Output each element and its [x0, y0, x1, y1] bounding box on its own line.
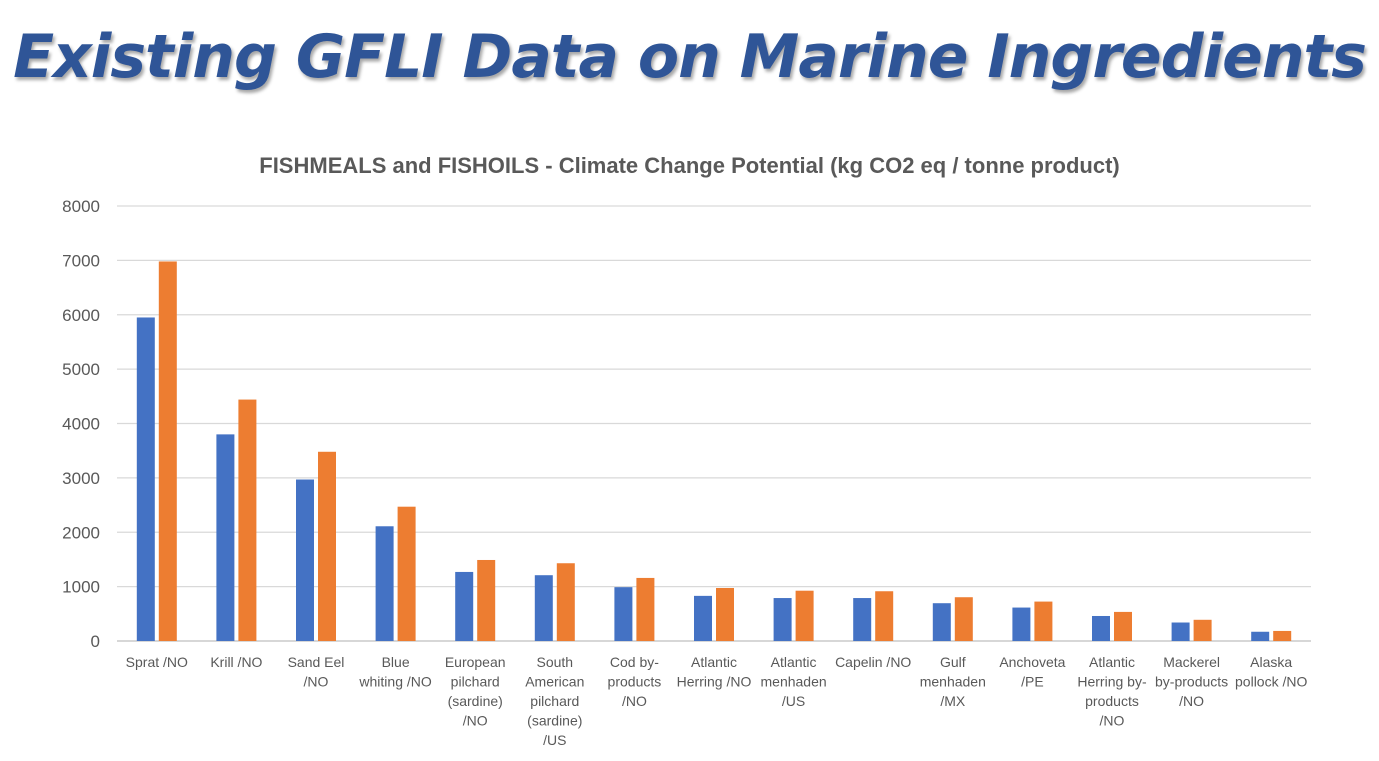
x-tick-label: Atlantic Herring /NO: [677, 654, 752, 690]
x-axis-labels: Sprat /NO Krill /NO Sand Eel/NO Blue whiting…: [126, 654, 1308, 748]
chart-title: FISHMEALS and FISHOILS - Climate Change …: [259, 153, 1120, 178]
bar-series2: [954, 597, 973, 641]
bar-series2: [795, 590, 814, 641]
bar-series2: [556, 563, 575, 641]
bar-series2: [397, 506, 416, 641]
bar-series2: [238, 399, 257, 641]
y-tick-label: 1000: [62, 578, 100, 597]
x-tick-label: Atlantic menhaden/US: [761, 654, 827, 709]
y-tick-label: 2000: [62, 523, 100, 542]
bar-series1: [1251, 631, 1270, 641]
x-tick-label: Blue whiting /NO: [358, 654, 431, 690]
bar-series1: [136, 317, 155, 641]
bar-series1: [1012, 607, 1031, 641]
slide-title: Existing GFLI Data on Marine Ingredients: [13, 22, 1367, 92]
bar-series2: [636, 577, 655, 641]
bar-series2: [477, 559, 496, 641]
bar-series2: [158, 261, 177, 641]
bar-series1: [1092, 615, 1110, 641]
bar-series2: [716, 587, 734, 641]
bar-series1: [375, 526, 394, 641]
bars: [136, 261, 1292, 641]
y-tick-label: 3000: [62, 469, 100, 488]
x-tick-label: Atlantic Herring by-products/NO: [1077, 654, 1147, 729]
bar-series2: [1114, 611, 1132, 641]
bar-series1: [1171, 622, 1190, 641]
bar-series2: [318, 451, 336, 641]
bar-series1: [694, 595, 712, 641]
x-tick-label: Sprat /NO: [126, 654, 188, 670]
bar-series1: [296, 479, 314, 641]
gridlines: [117, 205, 1311, 642]
bar-series2: [1273, 630, 1292, 641]
y-tick-label: 6000: [62, 306, 100, 325]
x-tick-label: European pilchard (sardine)/NO: [445, 654, 506, 729]
bar-series2: [1193, 619, 1212, 641]
bar-series1: [853, 598, 872, 641]
bar-series1: [455, 571, 474, 641]
x-tick-label: Krill /NO: [210, 654, 262, 670]
y-tick-label: 7000: [62, 251, 100, 270]
bar-series1: [216, 434, 235, 641]
bar-series1: [932, 603, 951, 641]
y-axis-ticks: 0 1000 2000 3000 4000 5000 6000 7000 8000: [62, 197, 100, 651]
x-tick-label: Gulf menhaden/MX: [920, 654, 986, 709]
y-tick-label: 0: [91, 632, 100, 651]
bar-series1: [534, 575, 553, 641]
y-tick-label: 8000: [62, 197, 100, 216]
x-tick-label: Cod by-products/NO: [608, 654, 662, 709]
bar-series1: [614, 587, 633, 641]
bar-series2: [875, 591, 894, 641]
x-tick-label: Capelin /NO: [835, 654, 911, 670]
x-tick-label: Mackerel by-products/NO: [1155, 654, 1228, 709]
bar-series2: [1034, 601, 1053, 641]
y-tick-label: 4000: [62, 415, 100, 434]
x-tick-label: Alaska pollock /NO: [1235, 654, 1307, 690]
y-tick-label: 5000: [62, 360, 100, 379]
x-tick-label: Sand Eel/NO: [288, 654, 345, 690]
x-tick-label: Anchoveta/PE: [999, 654, 1065, 690]
bar-series1: [773, 598, 792, 641]
x-tick-label: South American pilchard (sardine)/US: [525, 654, 584, 748]
